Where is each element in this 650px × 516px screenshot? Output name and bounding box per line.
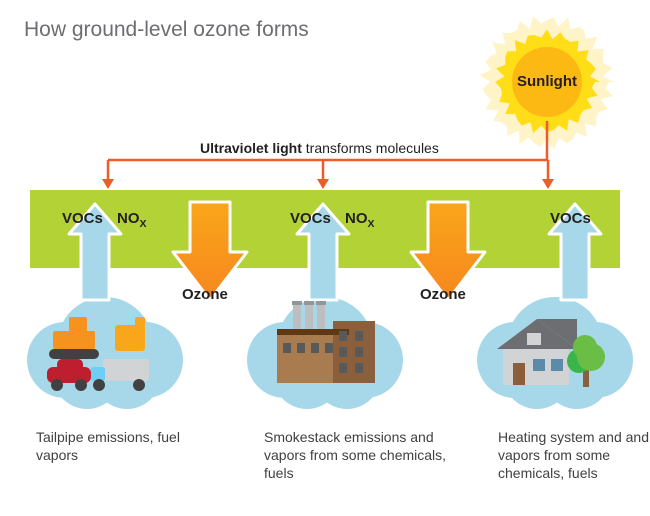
source-caption: Tailpipe emissions, fuel vapors bbox=[36, 428, 206, 464]
source-caption: Heating system and and vapors from some … bbox=[498, 428, 650, 483]
pollutant-label: VOCs bbox=[62, 210, 103, 227]
diagram-stage: How ground-level ozone forms Sunlight Ul… bbox=[0, 0, 650, 516]
pollutant-label: VOCs bbox=[550, 210, 591, 227]
pollutant-label: NOX bbox=[117, 210, 147, 230]
pollutant-label: VOCs bbox=[290, 210, 331, 227]
ozone-label: Ozone bbox=[182, 286, 228, 303]
pollutant-label: NOX bbox=[345, 210, 375, 230]
source-caption: Smokestack emissions and vapors from som… bbox=[264, 428, 454, 483]
ozone-label: Ozone bbox=[420, 286, 466, 303]
emission-up-arrows bbox=[69, 204, 601, 300]
